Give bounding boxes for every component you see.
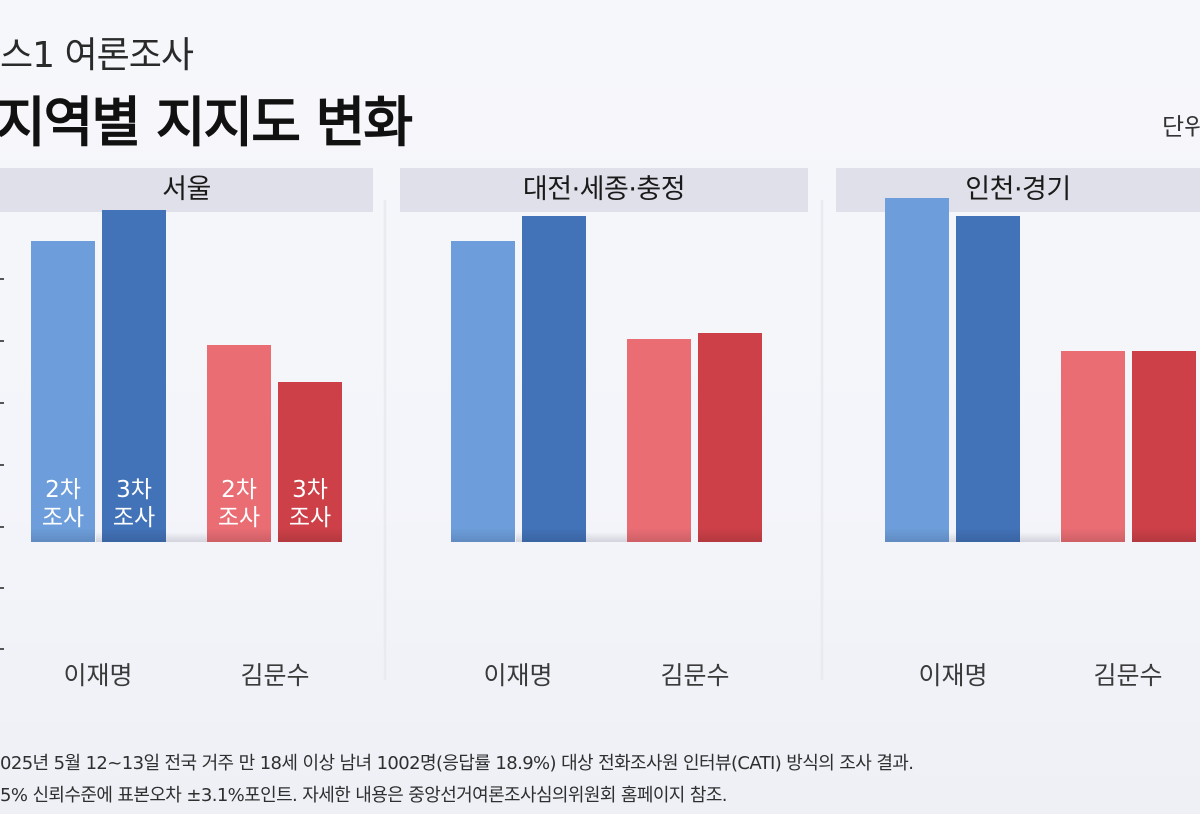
panel-divider xyxy=(383,200,387,680)
y-tick xyxy=(0,402,4,404)
panel-divider xyxy=(820,200,824,680)
y-tick xyxy=(0,648,4,650)
bar-lee-3rd xyxy=(956,216,1020,542)
y-tick xyxy=(0,464,4,466)
panel-daejeon-sejong-chungcheong: 대전·세종·충정 49 53 33 34 이재명 김문수 xyxy=(400,168,810,708)
bar-kim-3rd xyxy=(698,333,762,542)
bar-label: 3차 조사 xyxy=(288,477,332,531)
bar-kim-2nd xyxy=(627,339,691,542)
bar-kim-2nd xyxy=(207,345,271,542)
candidate-label: 김문수 xyxy=(1093,661,1163,690)
bar-label: 2차 조사 xyxy=(217,477,261,531)
y-tick xyxy=(0,526,4,528)
chart-title: 지역별 지지도 변화 xyxy=(0,91,413,154)
candidate-label: 이재명 xyxy=(483,661,553,690)
bar-label: 2차 조사 xyxy=(41,477,85,531)
y-tick xyxy=(0,278,4,280)
bar-kim-3rd xyxy=(278,382,342,542)
footnote-methodology: 025년 5월 12~13일 전국 거주 만 18세 이상 남녀 1002명(응… xyxy=(0,753,914,774)
bar-kim-2nd xyxy=(1061,351,1125,542)
bar-lee-2nd xyxy=(885,198,949,542)
y-tick xyxy=(0,340,4,342)
bar-lee-2nd xyxy=(31,241,95,542)
y-tick xyxy=(0,587,4,589)
candidate-label: 김문수 xyxy=(660,661,730,690)
bar-kim-3rd xyxy=(1132,351,1196,542)
bar-lee-3rd xyxy=(522,216,586,542)
chart-subtitle: 스1 여론조사 xyxy=(0,35,194,76)
bar-lee-3rd xyxy=(102,210,166,542)
region-header: 대전·세종·충정 xyxy=(400,168,808,212)
unit-label: 단위 xyxy=(1162,113,1200,141)
candidate-label: 이재명 xyxy=(63,661,133,690)
candidate-label: 김문수 xyxy=(240,661,310,690)
footnote-margin-of-error: 5% 신뢰수준에 표본오차 ±3.1%포인트. 자세한 내용은 중앙선거여론조사… xyxy=(0,785,728,806)
candidate-label: 이재명 xyxy=(918,661,988,690)
panel-incheon-gyeonggi: 인천·경기 56 53 31 31 이재명 김문수 xyxy=(836,168,1200,708)
region-header: 서울 xyxy=(0,168,373,212)
bar-lee-2nd xyxy=(451,241,515,542)
bar-label: 3차 조사 xyxy=(112,477,156,531)
